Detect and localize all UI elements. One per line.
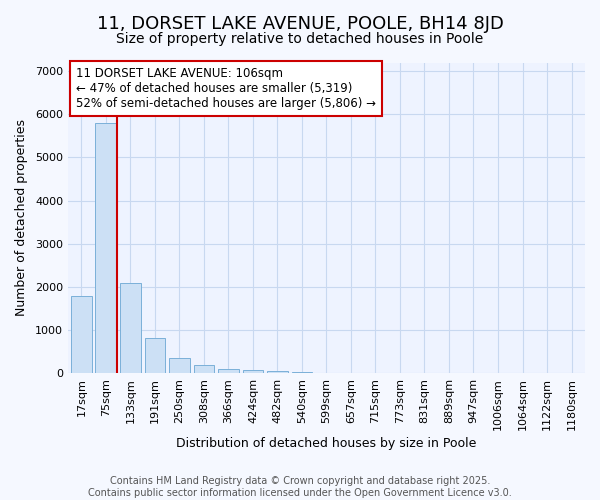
Bar <box>145 338 166 373</box>
Text: Contains HM Land Registry data © Crown copyright and database right 2025.
Contai: Contains HM Land Registry data © Crown c… <box>88 476 512 498</box>
Text: 11, DORSET LAKE AVENUE, POOLE, BH14 8JD: 11, DORSET LAKE AVENUE, POOLE, BH14 8JD <box>97 15 503 33</box>
Bar <box>120 284 141 373</box>
Bar <box>71 296 92 373</box>
Bar <box>242 370 263 373</box>
Title: 11, DORSET LAKE AVENUE, POOLE, BH14 8JD
Size of property relative to detached ho: 11, DORSET LAKE AVENUE, POOLE, BH14 8JD … <box>0 499 1 500</box>
Bar <box>169 358 190 373</box>
Bar <box>316 372 337 373</box>
Bar <box>95 123 116 373</box>
Bar <box>194 365 214 373</box>
Bar <box>218 369 239 373</box>
Text: 11 DORSET LAKE AVENUE: 106sqm
← 47% of detached houses are smaller (5,319)
52% o: 11 DORSET LAKE AVENUE: 106sqm ← 47% of d… <box>76 67 376 110</box>
Bar <box>292 372 313 373</box>
X-axis label: Distribution of detached houses by size in Poole: Distribution of detached houses by size … <box>176 437 476 450</box>
Y-axis label: Number of detached properties: Number of detached properties <box>15 120 28 316</box>
Text: Size of property relative to detached houses in Poole: Size of property relative to detached ho… <box>116 32 484 46</box>
Bar <box>267 371 288 373</box>
